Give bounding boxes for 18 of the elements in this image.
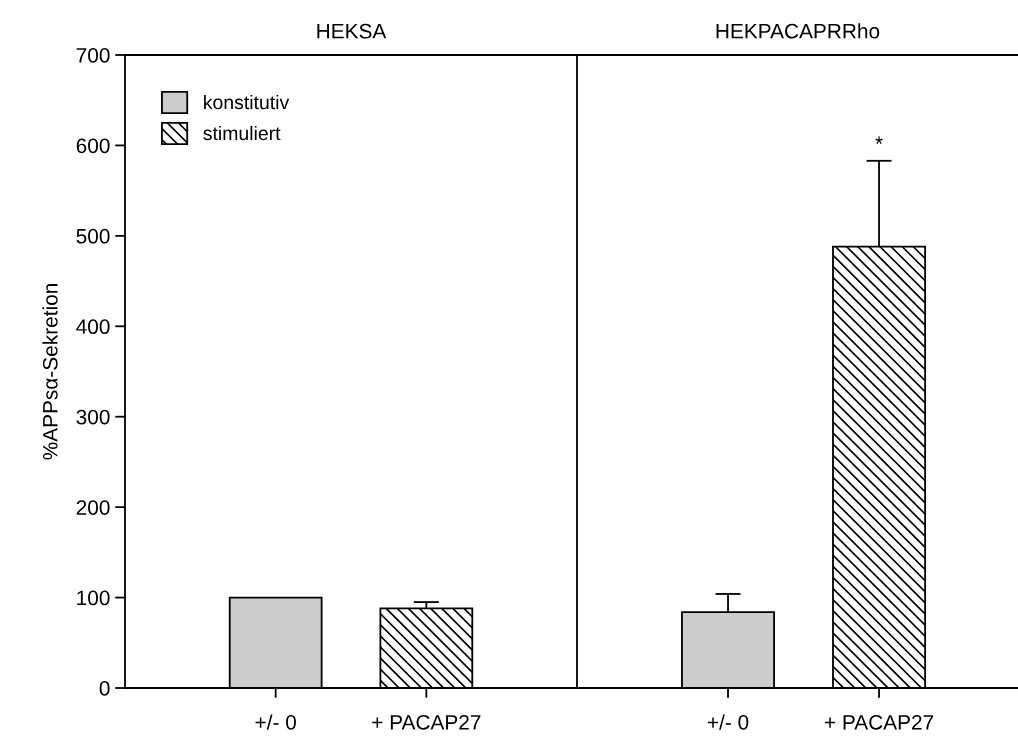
legend-label: konstitutiv bbox=[204, 94, 290, 110]
y-tick-label: 500 bbox=[76, 228, 110, 244]
chart-title: HEKPACAPRRho bbox=[716, 23, 880, 39]
y-tick-label: 300 bbox=[76, 409, 110, 425]
x-tick-label: +/- 0 bbox=[255, 714, 296, 730]
x-tick-label: + PACAP27 bbox=[372, 714, 481, 730]
y-tick-label: 600 bbox=[76, 138, 110, 154]
chart-title: HEKSA bbox=[317, 23, 387, 39]
y-tick-label: 0 bbox=[99, 681, 110, 696]
x-tick-label: + PACAP27 bbox=[824, 714, 934, 730]
x-tick-label: +/- 0 bbox=[707, 714, 749, 730]
y-tick-label: 700 bbox=[76, 48, 110, 63]
legend-label: stimuliert bbox=[203, 125, 281, 141]
y-tick-label: 200 bbox=[76, 500, 110, 515]
annotation: * bbox=[875, 136, 883, 144]
y-axis-title: %APPsα-Sekretion bbox=[42, 284, 58, 460]
y-tick-label: 400 bbox=[76, 319, 110, 335]
y-tick-label: 100 bbox=[77, 590, 110, 606]
